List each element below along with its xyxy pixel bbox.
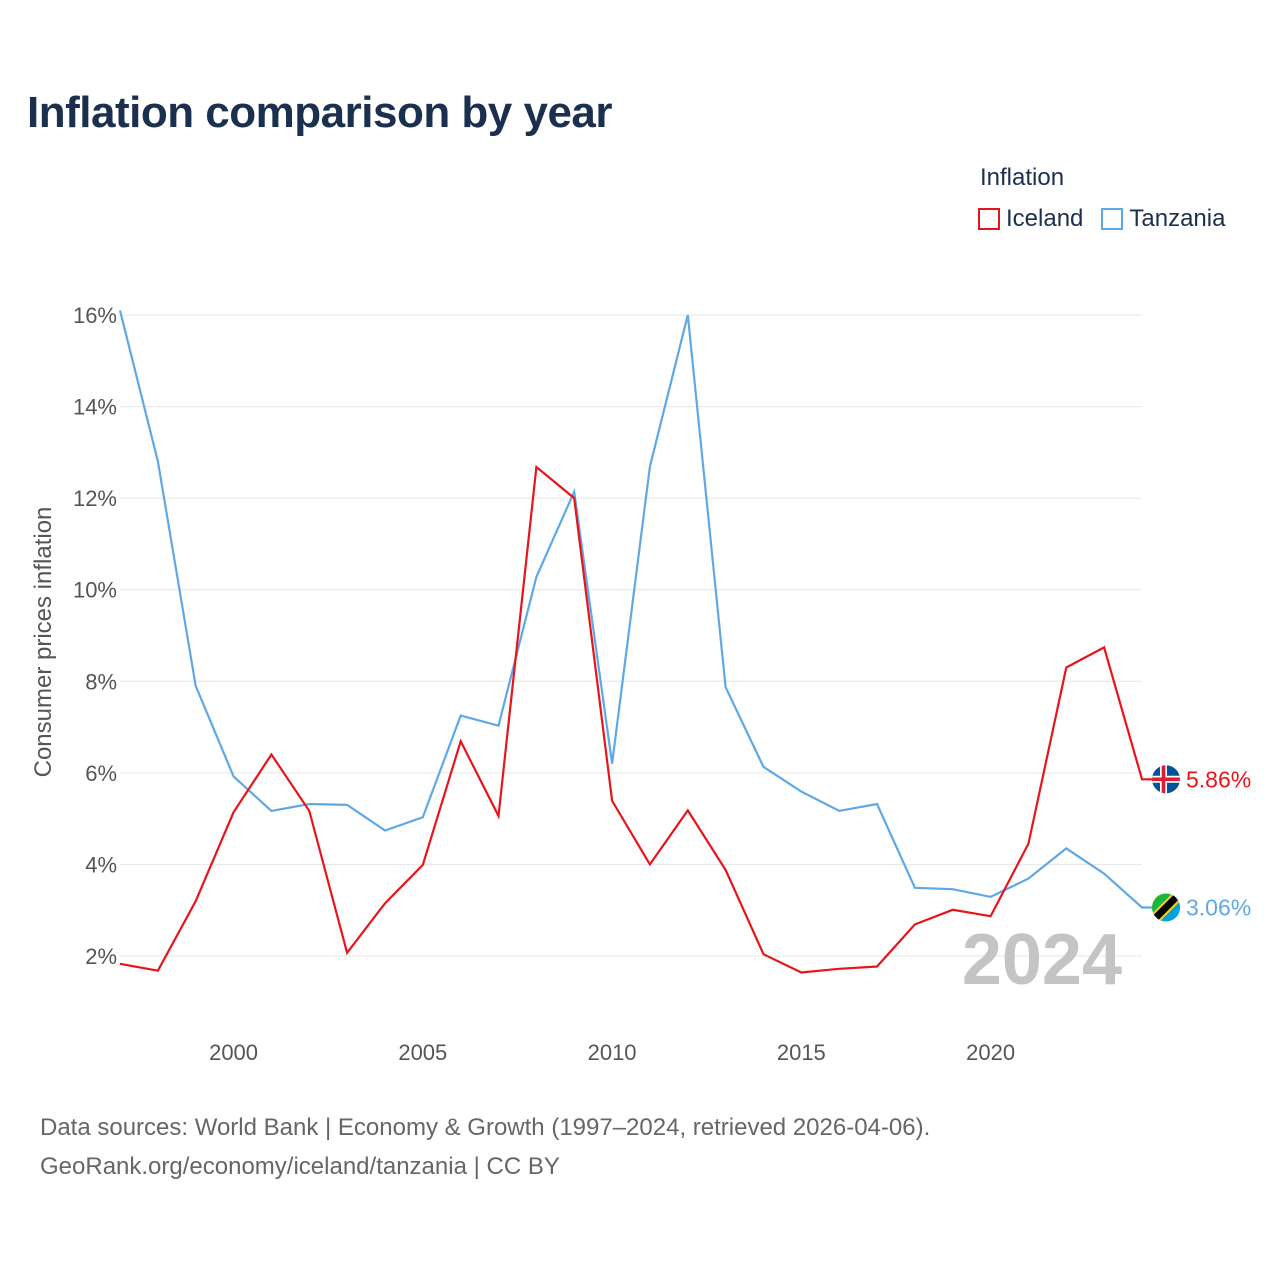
series-lines bbox=[118, 310, 1154, 974]
legend: Iceland Tanzania bbox=[978, 205, 1243, 233]
x-tick-label: 2020 bbox=[966, 1040, 1015, 1065]
x-tick-label: 2005 bbox=[398, 1040, 447, 1065]
end-label-iceland: 5.86% bbox=[1186, 766, 1251, 792]
y-tick-label: 4% bbox=[85, 852, 117, 877]
year-watermark: 2024 bbox=[962, 920, 1122, 1000]
y-axis-label: Consumer prices inflation bbox=[30, 507, 57, 778]
chart-title: Inflation comparison by year bbox=[27, 88, 613, 137]
legend-item-iceland[interactable]: Iceland bbox=[978, 205, 1083, 233]
y-tick-label: 8% bbox=[85, 669, 117, 694]
gridlines bbox=[120, 314, 1142, 957]
y-tick-label: 10% bbox=[73, 578, 117, 603]
y-tick-label: 14% bbox=[73, 395, 117, 420]
legend-label-tanzania: Tanzania bbox=[1129, 205, 1226, 232]
source-line-1[interactable]: Data sources: World Bank | Economy & Gro… bbox=[40, 1114, 931, 1141]
x-tick-label: 2010 bbox=[588, 1040, 637, 1065]
series-line-iceland[interactable] bbox=[119, 464, 1154, 974]
y-tick-label: 6% bbox=[85, 761, 117, 786]
tanzania-flag-icon bbox=[1152, 893, 1180, 922]
y-tick-labels: 2% 4% 6% 8% 10% 12% 14% 16% bbox=[73, 303, 117, 969]
x-tick-label: 2015 bbox=[777, 1040, 826, 1065]
legend-swatch-iceland bbox=[978, 208, 1000, 230]
y-tick-label: 2% bbox=[85, 944, 117, 969]
legend-item-tanzania[interactable]: Tanzania bbox=[1101, 205, 1225, 233]
legend-label-iceland: Iceland bbox=[1006, 205, 1084, 232]
iceland-flag-icon bbox=[1152, 765, 1180, 794]
series-line-tanzania[interactable] bbox=[118, 310, 1154, 909]
data-source-note: Data sources: World Bank | Economy & Gro… bbox=[40, 1108, 930, 1186]
x-tick-labels: 2000 2005 2010 2015 2020 bbox=[209, 1040, 1015, 1065]
y-tick-label: 16% bbox=[73, 303, 117, 328]
line-chart: 2% 4% 6% 8% 10% 12% 14% 16% 2000 2005 2010 2015 202… bbox=[30, 303, 1251, 1065]
end-markers bbox=[1152, 765, 1180, 922]
x-tick-label: 2000 bbox=[209, 1040, 258, 1065]
end-label-tanzania: 3.06% bbox=[1186, 894, 1251, 920]
legend-swatch-tanzania bbox=[1101, 208, 1124, 230]
legend-title: Inflation bbox=[980, 164, 1065, 191]
source-line-2[interactable]: GeoRank.org/economy/iceland/tanzania | C… bbox=[40, 1153, 560, 1180]
y-tick-label: 12% bbox=[73, 486, 117, 511]
